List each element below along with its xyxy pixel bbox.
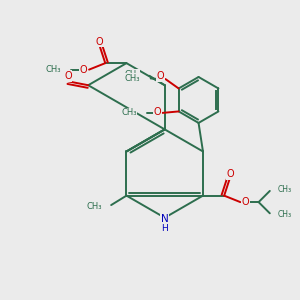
Text: CH₃: CH₃ <box>125 74 140 83</box>
Text: CH₃: CH₃ <box>124 70 140 79</box>
Text: N: N <box>161 214 169 224</box>
Text: CH₃: CH₃ <box>45 65 61 74</box>
Text: CH₃: CH₃ <box>122 108 137 117</box>
Text: H: H <box>161 224 168 233</box>
Text: O: O <box>156 71 164 81</box>
Text: O: O <box>96 37 103 46</box>
Text: CH₃: CH₃ <box>86 202 102 211</box>
Text: O: O <box>153 107 161 117</box>
Text: O: O <box>64 71 72 81</box>
Text: O: O <box>80 64 88 75</box>
Text: O: O <box>242 197 250 207</box>
Text: CH₃: CH₃ <box>278 210 292 219</box>
Text: O: O <box>226 169 234 179</box>
Text: CH₃: CH₃ <box>278 185 292 194</box>
